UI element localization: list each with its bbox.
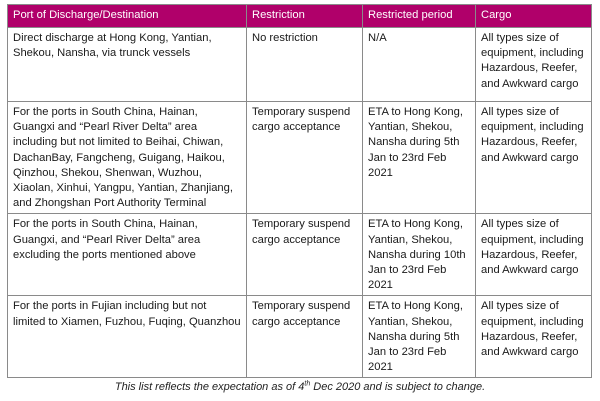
table-row: Direct discharge at Hong Kong, Yantian, … [7,27,592,102]
footnote-ordinal-suffix: th [304,380,311,388]
cell-cargo: All types size of equipment, including H… [475,27,592,102]
header-restricted-period: Restricted period [362,4,476,28]
cell-period: ETA to Hong Kong, Yantian, Shekou, Nansh… [362,295,476,379]
cell-period: ETA to Hong Kong, Yantian, Shekou, Nansh… [362,100,476,215]
cell-port: For the ports in South China, Hainan, Gu… [7,100,247,215]
table-header-row: Port of Discharge/Destination Restrictio… [7,4,592,28]
cell-port: For the ports in Fujian including but no… [7,295,247,379]
cell-cargo: All types size of equipment, including H… [475,295,592,379]
cell-port: For the ports in South China, Hainan, Gu… [7,213,247,297]
cell-cargo: All types size of equipment, including H… [475,100,592,215]
cell-restriction: Temporary suspend cargo acceptance [246,213,363,297]
cell-period: N/A [362,27,476,102]
footnote-text-end: Dec 2020 and is subject to change. [310,381,486,393]
cell-period: ETA to Hong Kong, Yantian, Shekou, Nansh… [362,213,476,297]
table-row: For the ports in South China, Hainan, Gu… [7,213,592,297]
cell-cargo: All types size of equipment, including H… [475,213,592,297]
cell-restriction: Temporary suspend cargo acceptance [246,295,363,379]
header-port-of-discharge: Port of Discharge/Destination [7,4,247,28]
cell-restriction: No restriction [246,27,363,102]
cell-restriction: Temporary suspend cargo acceptance [246,100,363,215]
restriction-table: Port of Discharge/Destination Restrictio… [7,4,592,379]
header-cargo: Cargo [475,4,592,28]
header-restriction: Restriction [246,4,363,28]
table-row: For the ports in South China, Hainan, Gu… [7,100,592,215]
table-row: For the ports in Fujian including but no… [7,295,592,379]
cell-port: Direct discharge at Hong Kong, Yantian, … [7,27,247,102]
footnote-text-start: This list reflects the expectation as of… [114,381,305,393]
footnote: This list reflects the expectation as of… [0,380,600,393]
restriction-table-container: Port of Discharge/Destination Restrictio… [7,4,592,379]
